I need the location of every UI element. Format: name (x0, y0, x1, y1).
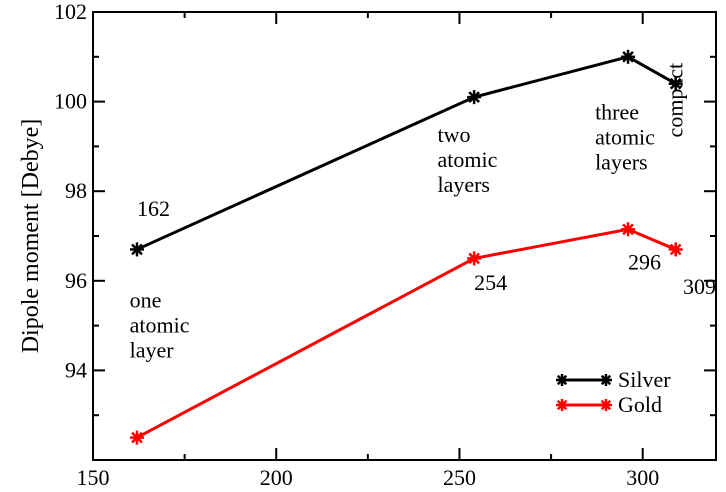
series-line-gold (136, 227, 677, 439)
marker-stroke (669, 77, 682, 90)
annotation-one-atomic-layer: one atomic layer (130, 288, 190, 363)
y-tick-label: 100 (54, 89, 87, 114)
legend-marker (600, 399, 612, 411)
x-tick-label: 250 (443, 465, 476, 490)
marker-stroke (556, 399, 568, 411)
marker-stroke (622, 50, 634, 63)
y-axis-label: Dipole moment [Debye] (18, 119, 44, 354)
series-silver (129, 49, 683, 257)
data-point (621, 222, 636, 237)
marker-stroke (468, 91, 480, 103)
data-point (129, 242, 144, 257)
data-point (668, 76, 683, 91)
marker-stroke (468, 252, 480, 265)
annotation-line: layers (595, 150, 648, 175)
x-tick-label: 300 (626, 465, 659, 490)
legend-marker (556, 399, 568, 411)
legend-item-silver: Silver (556, 367, 671, 392)
annotation-line: atomic (595, 125, 655, 150)
legend-marker (556, 374, 568, 386)
x-tick-label: 150 (77, 465, 110, 490)
annotation-line: layers (437, 172, 490, 197)
annotation-line: 296 (628, 250, 661, 275)
data-point (668, 242, 683, 257)
axis-ticks (92, 11, 716, 461)
data-point (621, 49, 636, 64)
data-point (467, 251, 482, 266)
annotation-line: 309 (683, 274, 716, 299)
annotation-line: 162 (137, 196, 170, 221)
axis-tick-labels: 150 200 250 300 94 96 98 100 102 (54, 0, 659, 490)
series-line-silver (136, 55, 677, 251)
data-point (129, 430, 144, 445)
annotation-line: layer (130, 338, 175, 363)
marker-stroke (600, 374, 612, 386)
y-tick-label: 98 (65, 178, 87, 203)
annotation-line: one (130, 288, 162, 313)
annotation-three-atomic-layers: three atomic layers (595, 100, 655, 175)
marker-stroke (669, 243, 682, 256)
series-gold (129, 222, 683, 445)
legend-item-gold: Gold (556, 392, 662, 417)
legend-label: Silver (618, 367, 671, 392)
annotation-compact: compact (663, 63, 688, 138)
series-layer (129, 49, 683, 445)
annotation-n162: 162 (137, 196, 170, 221)
x-tick-label: 200 (260, 465, 293, 490)
annotation-line: atomic (437, 147, 497, 172)
annotation-n296: 296 (628, 250, 661, 275)
marker-stroke (622, 223, 634, 236)
y-tick-label: 96 (65, 268, 87, 293)
y-tick-label: 102 (54, 0, 87, 24)
legend-marker (600, 374, 612, 386)
marker-stroke (556, 374, 568, 386)
legend-label: Gold (618, 392, 662, 417)
annotation-line: atomic (130, 313, 190, 338)
marker-stroke (131, 431, 143, 444)
annotation-line: 254 (474, 270, 507, 295)
annotation-line: three (595, 100, 639, 125)
y-tick-label: 94 (65, 357, 87, 382)
data-point (467, 90, 482, 105)
annotation-n254: 254 (474, 270, 507, 295)
annotation-n309: 309 (683, 274, 716, 299)
annotation-two-atomic-layers: two atomic layers (437, 122, 497, 197)
marker-stroke (600, 399, 612, 411)
annotation-line: two (437, 122, 470, 147)
marker-stroke (131, 243, 143, 256)
